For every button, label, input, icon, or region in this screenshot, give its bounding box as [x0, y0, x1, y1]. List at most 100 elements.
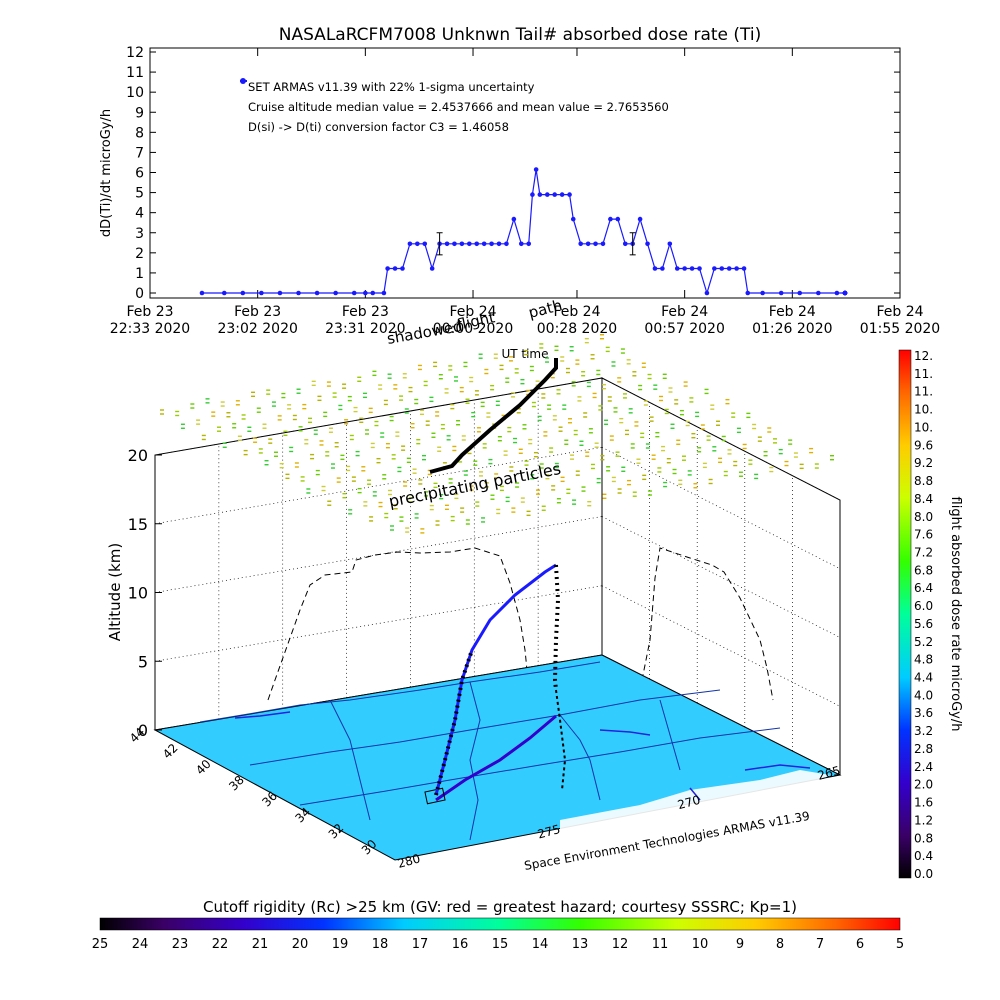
longitude-tick-label: 280 [396, 851, 422, 870]
top-x-tick-label: 01:55 2020 [860, 321, 940, 337]
top-x-tick-label: 23:31 2020 [325, 321, 405, 337]
state-border [659, 699, 681, 771]
dose-colorbar-gradient [898, 349, 912, 879]
dose-rate-point [381, 290, 387, 296]
top-x-tick-label: Feb 24 [553, 304, 600, 320]
dose-colorbar-tick-label: 8.4 [914, 492, 933, 506]
top-y-tick-label: 5 [135, 186, 144, 202]
rigidity-colorbar-tick-label: 23 [172, 937, 189, 952]
dose-rate-point [530, 192, 535, 197]
dose-rate-point [585, 241, 591, 247]
dose-colorbar-tick-label: 7.2 [914, 545, 933, 559]
map-water [560, 770, 830, 840]
dose-colorbar-ticks: 12. 11. 11. 10. 10. 9.6 9.2 8.8 8.4 8.0 7.6 7.2 6.8 6… [914, 349, 933, 881]
state-border [199, 661, 601, 723]
ground-track-return [555, 689, 567, 791]
dose-rate-point [370, 290, 376, 296]
top-y-tick-label: 2 [135, 246, 144, 262]
rigidity-colorbar-tick-label: 7 [816, 937, 824, 952]
dose-rate-point [682, 266, 687, 271]
dose-colorbar-tick-label: 1.2 [914, 813, 933, 827]
dose-rate-point [444, 241, 450, 247]
top-y-tick-label: 8 [135, 125, 144, 141]
dose-rate-point [570, 216, 576, 222]
dose-colorbar-tick-label: 11. [914, 385, 933, 399]
rigidity-colorbar-tick-label: 20 [292, 937, 309, 952]
dose-rate-point [363, 290, 368, 296]
dose-colorbar-tick-label: 8.8 [914, 474, 933, 488]
dose-colorbar-tick-label: 6.0 [914, 599, 933, 613]
rigidity-colorbar-tick-label: 12 [612, 937, 629, 952]
wall-grid [154, 377, 841, 751]
rigidity-colorbar-tick-label: 18 [372, 937, 389, 952]
dose-colorbar-tick-label: 11. [914, 367, 933, 381]
top-x-tick-label: 00:00 2020 [433, 321, 513, 337]
wall-gridline [154, 585, 603, 662]
dose-colorbar-tick-label: 5.6 [914, 617, 933, 631]
top-x-tick-label: Feb 24 [769, 304, 816, 320]
dose-rate-point [552, 192, 558, 197]
top-x-tick-label: 23:02 2020 [217, 321, 297, 337]
dose-rate-point [240, 290, 246, 296]
map-floor [153, 654, 842, 861]
dose-rate-point [559, 192, 565, 197]
dose-rate-point [637, 216, 643, 222]
dose-rate-point [578, 241, 583, 247]
precipitating-label: precipitating particles [387, 459, 562, 511]
dose-rate-point [296, 290, 301, 296]
dose-colorbar-tick-label: 5.2 [914, 635, 933, 649]
wall-gridline [601, 446, 841, 570]
state-border [329, 699, 371, 821]
state-border [249, 689, 721, 766]
top-x-tick-label: 01:26 2020 [752, 321, 832, 337]
dose-colorbar-tick-label: 12. [914, 349, 933, 363]
z-axis: 0 5 10 15 20 [128, 446, 162, 740]
legend-line-1: SET ARMAS v11.39 with 22% 1-sigma uncert… [248, 80, 535, 94]
top-y-tick-label: 0 [135, 286, 144, 302]
top-x-tick-label: Feb 23 [342, 304, 389, 320]
dose-colorbar-tick-label: 0.0 [914, 867, 933, 881]
top-y-tick-label: 12 [126, 45, 144, 61]
dose-colorbar-tick-label: 8.0 [914, 510, 933, 524]
dose-rate-line [201, 169, 845, 296]
state-border [559, 714, 601, 801]
right-wall-shadow [639, 547, 774, 701]
dose-rate-point [518, 241, 524, 247]
dose-rate-point [622, 241, 628, 247]
top-y-tick-label: 3 [135, 226, 144, 242]
dose-colorbar-tick-label: 0.4 [914, 849, 933, 863]
longitude-tick-label: 270 [676, 793, 702, 812]
dose-rate-point [385, 266, 390, 271]
dose-rate-point [489, 241, 494, 247]
airport-marker [424, 787, 446, 805]
dose-rate-point [537, 192, 543, 197]
wall-gridline [601, 516, 841, 638]
legend-line-2: Cruise altitude median value = 2.4537666… [248, 100, 669, 114]
dose-rate-point [452, 241, 457, 247]
dose-colorbar: 12. 11. 11. 10. 10. 9.6 9.2 8.8 8.4 8.0 7.6 7.2 6.8 6… [898, 349, 963, 881]
top-x-tick-label: Feb 24 [876, 304, 923, 320]
dose-rate-point [567, 192, 572, 197]
rigidity-colorbar-tick-label: 9 [736, 937, 744, 952]
dose-rate-point [745, 290, 751, 296]
dose-colorbar-tick-label: 0.8 [914, 831, 933, 845]
shadowed-flight-path [429, 358, 558, 474]
dose-rate-point [429, 266, 435, 271]
dose-rate-point [474, 241, 480, 247]
longitude-tick-label: 265 [816, 763, 842, 782]
dose-rate-point [726, 266, 732, 271]
z-tick-label: 0 [138, 721, 148, 740]
z-tick-label: 15 [128, 515, 148, 534]
state-border [299, 727, 781, 806]
dose-rate-point [816, 290, 821, 296]
rigidity-colorbar-tick-label: 13 [572, 937, 589, 952]
dose-rate-point [351, 290, 357, 296]
dose-rate-point [314, 290, 320, 296]
rigidity-colorbar-tick-label: 21 [252, 937, 269, 952]
state-border [469, 681, 481, 841]
dose-colorbar-tick-label: 9.2 [914, 456, 933, 470]
